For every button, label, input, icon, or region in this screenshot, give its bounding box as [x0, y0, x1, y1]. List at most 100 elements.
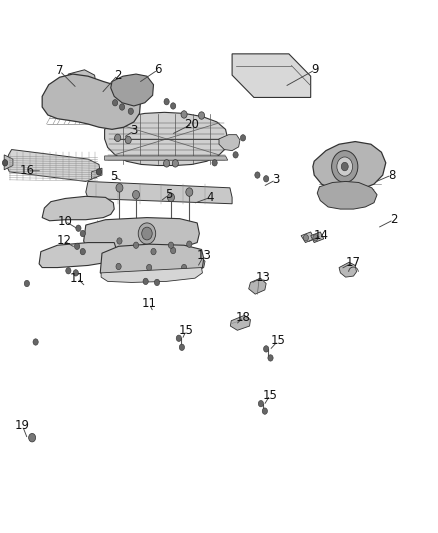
Polygon shape: [313, 142, 386, 191]
Polygon shape: [105, 156, 228, 160]
Circle shape: [120, 104, 125, 110]
Text: 3: 3: [272, 173, 279, 187]
Polygon shape: [92, 168, 102, 179]
Circle shape: [117, 238, 122, 244]
Circle shape: [30, 435, 34, 440]
Circle shape: [96, 168, 102, 175]
Circle shape: [258, 400, 264, 407]
Circle shape: [147, 264, 152, 271]
Circle shape: [74, 243, 80, 249]
Polygon shape: [39, 243, 117, 268]
Circle shape: [262, 408, 268, 414]
Polygon shape: [111, 74, 153, 106]
Text: 2: 2: [390, 213, 397, 226]
Polygon shape: [42, 74, 141, 130]
Text: 20: 20: [184, 118, 199, 131]
Text: 10: 10: [58, 215, 73, 228]
Polygon shape: [42, 196, 114, 221]
Circle shape: [76, 225, 81, 231]
Circle shape: [116, 263, 121, 270]
Circle shape: [233, 152, 238, 158]
Circle shape: [151, 248, 156, 255]
Polygon shape: [84, 217, 199, 251]
Text: 4: 4: [207, 191, 214, 204]
Text: 13: 13: [255, 271, 270, 284]
Text: 7: 7: [56, 64, 64, 77]
Polygon shape: [249, 278, 266, 294]
Circle shape: [133, 190, 140, 199]
Polygon shape: [6, 150, 100, 181]
Polygon shape: [317, 181, 377, 209]
Polygon shape: [189, 257, 205, 272]
Circle shape: [332, 151, 358, 182]
Circle shape: [143, 278, 148, 285]
Circle shape: [172, 160, 178, 167]
Text: 18: 18: [236, 311, 251, 324]
Circle shape: [198, 112, 205, 119]
Circle shape: [80, 230, 85, 237]
Circle shape: [128, 108, 134, 115]
Polygon shape: [105, 112, 228, 165]
Circle shape: [168, 242, 173, 248]
Circle shape: [179, 344, 184, 351]
Text: 9: 9: [311, 63, 319, 76]
Circle shape: [337, 157, 353, 176]
Circle shape: [28, 433, 35, 442]
Circle shape: [255, 172, 260, 178]
Circle shape: [116, 183, 123, 192]
Circle shape: [3, 160, 8, 166]
Circle shape: [313, 235, 318, 241]
Circle shape: [80, 248, 85, 255]
Polygon shape: [100, 244, 204, 277]
Polygon shape: [301, 232, 314, 243]
Text: 3: 3: [130, 124, 138, 138]
Text: 12: 12: [57, 235, 71, 247]
Circle shape: [240, 135, 246, 141]
Polygon shape: [66, 70, 96, 88]
Text: 11: 11: [141, 297, 157, 310]
Circle shape: [113, 100, 118, 106]
Circle shape: [268, 355, 273, 361]
Circle shape: [176, 335, 181, 342]
Circle shape: [33, 339, 38, 345]
Circle shape: [125, 136, 131, 144]
Text: 15: 15: [271, 334, 286, 348]
Circle shape: [134, 242, 139, 248]
Polygon shape: [101, 268, 202, 282]
Circle shape: [170, 247, 176, 254]
Text: 6: 6: [154, 63, 162, 76]
Polygon shape: [4, 155, 13, 169]
Circle shape: [163, 160, 170, 167]
Polygon shape: [339, 262, 357, 277]
Text: 19: 19: [15, 419, 30, 432]
Circle shape: [212, 160, 217, 166]
Circle shape: [138, 223, 155, 244]
Circle shape: [264, 346, 269, 352]
Circle shape: [164, 99, 169, 105]
Circle shape: [115, 134, 121, 142]
Text: 8: 8: [388, 168, 395, 182]
Circle shape: [154, 279, 159, 286]
Polygon shape: [219, 135, 240, 151]
Circle shape: [264, 175, 269, 182]
Circle shape: [181, 111, 187, 118]
Text: 17: 17: [346, 256, 361, 269]
Text: 15: 15: [263, 389, 278, 402]
Polygon shape: [311, 232, 324, 243]
Polygon shape: [86, 181, 232, 204]
Text: 13: 13: [196, 249, 211, 262]
Circle shape: [73, 270, 78, 276]
Text: 5: 5: [110, 169, 117, 183]
Circle shape: [181, 264, 187, 271]
Polygon shape: [232, 54, 311, 98]
Circle shape: [66, 268, 71, 274]
Circle shape: [167, 193, 174, 201]
Text: 16: 16: [19, 164, 35, 177]
Circle shape: [142, 227, 152, 240]
Text: 5: 5: [165, 188, 173, 201]
Circle shape: [170, 103, 176, 109]
Circle shape: [187, 241, 192, 247]
Circle shape: [24, 280, 29, 287]
Circle shape: [303, 235, 308, 241]
Circle shape: [341, 163, 348, 171]
